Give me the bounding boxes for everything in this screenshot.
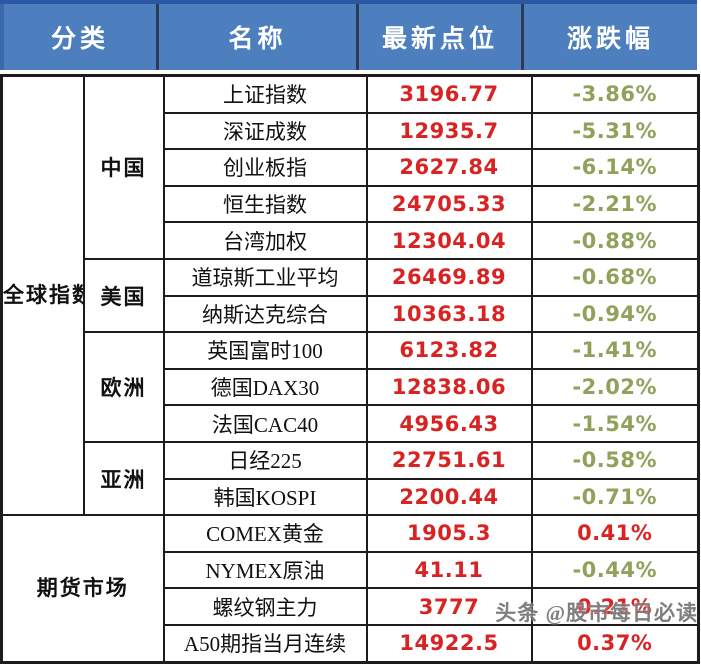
header-change: 涨跌幅 bbox=[524, 4, 697, 70]
latest-value-cell: 6123.82 bbox=[365, 331, 533, 370]
latest-value-cell: 1905.3 bbox=[365, 514, 533, 553]
latest-value-cell: 12935.7 bbox=[365, 111, 533, 151]
latest-value-cell: 2627.84 bbox=[365, 148, 533, 187]
index-name-cell: COMEX黄金 bbox=[162, 514, 368, 553]
change-pct-cell: -0.71% bbox=[530, 477, 700, 517]
region-cell-china: 中国 bbox=[82, 74, 165, 260]
market-table: 全球指数 中国 上证指数 3196.77 -3.86% 深证成数 12935.7… bbox=[0, 74, 700, 664]
table-row: 创业板指 2627.84 -6.14% bbox=[2, 148, 700, 187]
group-cell-futures-market: 期货市场 bbox=[0, 514, 165, 663]
table-row: 德国DAX30 12838.06 -2.02% bbox=[2, 367, 700, 407]
table-row: 纳斯达克综合 10363.18 -0.94% bbox=[2, 294, 700, 334]
table-row: 台湾加权 12304.04 -0.88% bbox=[2, 221, 700, 260]
index-name-cell: 上证指数 bbox=[162, 74, 368, 114]
change-pct-cell: -0.44% bbox=[530, 550, 700, 590]
latest-value-cell: 3196.77 bbox=[365, 74, 533, 114]
latest-value-cell: 4956.43 bbox=[365, 404, 533, 443]
latest-value-cell: 12304.04 bbox=[365, 221, 533, 260]
index-name-cell: 法国CAC40 bbox=[162, 404, 368, 443]
index-name-cell: 道琼斯工业平均 bbox=[162, 257, 368, 297]
index-name-cell: 德国DAX30 bbox=[162, 367, 368, 407]
latest-value-cell: 22751.61 bbox=[365, 440, 533, 480]
index-name-cell: 纳斯达克综合 bbox=[162, 294, 368, 334]
table-row: NYMEX原油 41.11 -0.44% bbox=[2, 550, 700, 590]
index-name-cell: 螺纹钢主力 bbox=[162, 587, 368, 626]
header-category: 分类 bbox=[0, 4, 159, 70]
table-row: 欧洲 英国富时100 6123.82 -1.41% bbox=[2, 331, 700, 443]
index-name-cell: 台湾加权 bbox=[162, 221, 368, 260]
table-row: 法国CAC40 4956.43 -1.54% bbox=[2, 404, 700, 443]
index-name-cell: NYMEX原油 bbox=[162, 550, 368, 590]
latest-value-cell: 3777 bbox=[365, 587, 533, 626]
latest-value-cell: 41.11 bbox=[365, 550, 533, 590]
table-row: 美国 道琼斯工业平均 26469.89 -0.68% bbox=[2, 257, 700, 334]
group-cell-global-indices: 全球指数 bbox=[0, 74, 85, 517]
change-pct-cell: -3.86% bbox=[530, 74, 700, 114]
table-row: 韩国KOSPI 2200.44 -0.71% bbox=[2, 477, 700, 517]
table-header: 分类 名称 最新点位 涨跌幅 bbox=[0, 0, 697, 70]
index-name-cell: 日经225 bbox=[162, 440, 368, 480]
change-pct-cell: -0.88% bbox=[530, 221, 700, 260]
region-cell-us: 美国 bbox=[82, 257, 165, 334]
change-pct-cell: 0.41% bbox=[530, 514, 700, 553]
index-name-cell: 恒生指数 bbox=[162, 184, 368, 224]
change-pct-cell: -2.02% bbox=[530, 367, 700, 407]
index-name-cell: 创业板指 bbox=[162, 148, 368, 187]
header-latest: 最新点位 bbox=[359, 4, 524, 70]
change-pct-cell: -0.94% bbox=[530, 294, 700, 334]
header-name: 名称 bbox=[159, 4, 359, 70]
latest-value-cell: 2200.44 bbox=[365, 477, 533, 517]
change-pct-cell: -6.14% bbox=[530, 148, 700, 187]
latest-value-cell: 10363.18 bbox=[365, 294, 533, 334]
table-row: 全球指数 中国 上证指数 3196.77 -3.86% bbox=[0, 74, 700, 517]
index-name-cell: A50期指当月连续 bbox=[162, 623, 368, 664]
table-row: 恒生指数 24705.33 -2.21% bbox=[2, 184, 700, 224]
table-row: 螺纹钢主力 3777 0.21% bbox=[2, 587, 700, 626]
table-row: 深证成数 12935.7 -5.31% bbox=[2, 111, 700, 151]
index-name-cell: 英国富时100 bbox=[162, 331, 368, 370]
change-pct-cell: 0.37% bbox=[530, 623, 700, 664]
change-pct-cell: -1.41% bbox=[530, 331, 700, 370]
index-name-cell: 深证成数 bbox=[162, 111, 368, 151]
region-cell-europe: 欧洲 bbox=[82, 331, 165, 443]
latest-value-cell: 12838.06 bbox=[365, 367, 533, 407]
change-pct-cell: -0.58% bbox=[530, 440, 700, 480]
change-pct-cell: -2.21% bbox=[530, 184, 700, 224]
change-pct-cell: -0.68% bbox=[530, 257, 700, 297]
change-pct-cell: -1.54% bbox=[530, 404, 700, 443]
change-pct-cell: 0.21% bbox=[530, 587, 700, 626]
latest-value-cell: 24705.33 bbox=[365, 184, 533, 224]
latest-value-cell: 26469.89 bbox=[365, 257, 533, 297]
region-cell-asia: 亚洲 bbox=[82, 440, 165, 517]
table-row: 期货市场 COMEX黄金 1905.3 0.41% bbox=[0, 514, 700, 663]
change-pct-cell: -5.31% bbox=[530, 111, 700, 151]
latest-value-cell: 14922.5 bbox=[365, 623, 533, 664]
index-name-cell: 韩国KOSPI bbox=[162, 477, 368, 517]
table-row: 亚洲 日经225 22751.61 -0.58% bbox=[2, 440, 700, 517]
